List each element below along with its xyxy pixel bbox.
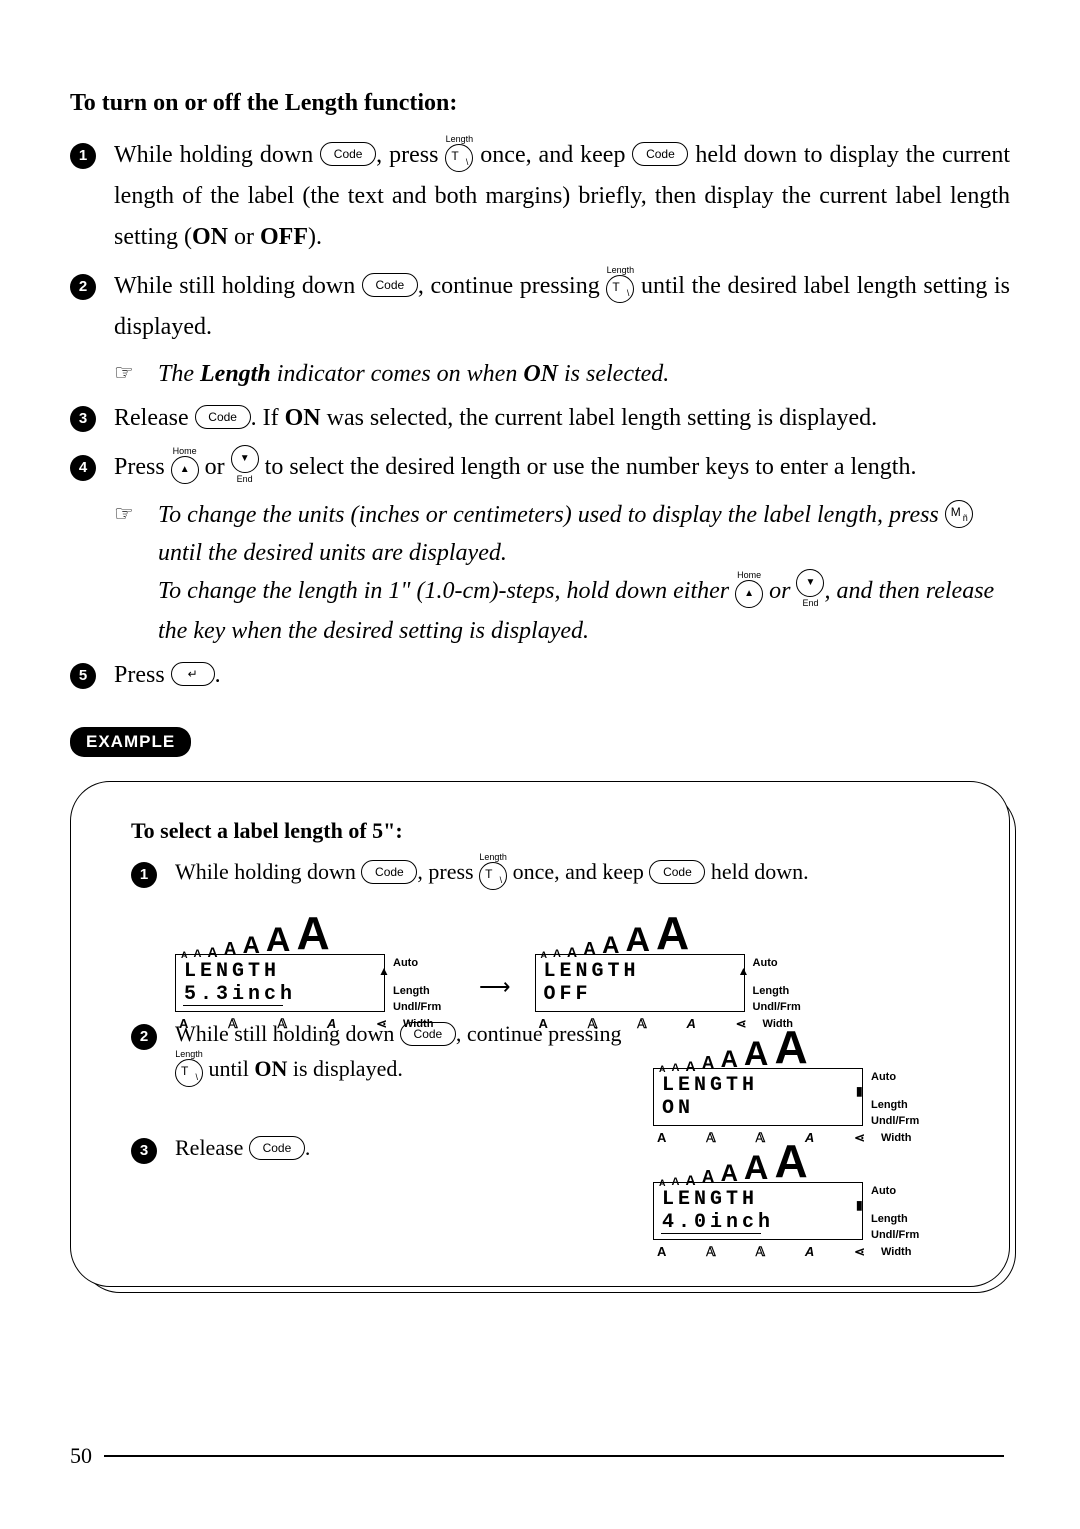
- step-bullet-3: 3: [70, 406, 96, 432]
- m-key: Mñ: [945, 500, 973, 528]
- lcd-display-3: AAAAAAAAutoLengthUndl/Frm▮LENGTHONA𝔸𝔸A⋖W…: [653, 1024, 933, 1126]
- code-key-4: Code: [195, 405, 251, 429]
- example-frame: To select a label length of 5": 1 While …: [70, 781, 1010, 1286]
- t-key: LengthT\: [445, 135, 473, 174]
- step-4-text: Press Home▲ or ▼End to select the desire…: [114, 447, 1010, 488]
- ex-step-1: While holding down Code, press LengthT\ …: [175, 854, 973, 893]
- step-bullet-4: 4: [70, 455, 96, 481]
- down-key: ▼End: [231, 447, 259, 486]
- page-footer: 50: [70, 1443, 1004, 1469]
- footer-rule: [104, 1455, 1004, 1457]
- lcd-display-4: AAAAAAAAutoLengthUndl/Frm▮LENGTH4.0inchA…: [653, 1138, 933, 1240]
- up-key: Home▲: [171, 447, 199, 486]
- example-tag: EXAMPLE: [70, 727, 191, 757]
- note-1: ☞ The Length indicator comes on when ON …: [114, 355, 1010, 393]
- code-key-3: Code: [362, 273, 418, 297]
- note-2: ☞ To change the units (inches or centime…: [114, 496, 1010, 651]
- main-steps-list-3: 5 Press ↵.: [70, 655, 1010, 696]
- step-3-text: Release Code. If ON was selected, the cu…: [114, 398, 1010, 439]
- step-bullet-5: 5: [70, 663, 96, 689]
- step-1-text: While holding down Code, press LengthT\ …: [114, 135, 1010, 258]
- example-steps: 1 While holding down Code, press LengthT…: [131, 854, 973, 893]
- ex-bullet-1: 1: [131, 862, 157, 888]
- ex-bullet-2: 2: [131, 1024, 157, 1050]
- transition-arrow-icon: ⟶: [479, 974, 511, 1000]
- step-2-text: While still holding down Code, continue …: [114, 266, 1010, 348]
- lcd-display-1: AAAAAAAAutoLengthUndl/Frm▲LENGTH5.3inchA…: [175, 910, 455, 1012]
- note-icon-2: ☞: [114, 496, 158, 651]
- down-key-2: ▼End: [796, 571, 824, 610]
- note-icon: ☞: [114, 355, 158, 393]
- lcd-pair-1: AAAAAAAAutoLengthUndl/Frm▲LENGTH5.3inchA…: [175, 902, 973, 1016]
- lcd-display-2: AAAAAAAAutoLengthUndl/Frm▲LENGTHOFFA𝔸𝔸A⋖…: [535, 910, 815, 1012]
- code-key: Code: [320, 142, 376, 166]
- enter-key: ↵: [171, 662, 215, 686]
- step-5-text: Press ↵.: [114, 655, 1010, 696]
- main-steps-list: 1 While holding down Code, press LengthT…: [70, 135, 1010, 347]
- example-steps-3: 3 Release Code.: [131, 1130, 653, 1173]
- step-bullet-2: 2: [70, 274, 96, 300]
- ex-step-3: Release Code.: [175, 1130, 653, 1165]
- page-number: 50: [70, 1443, 92, 1469]
- up-key-2: Home▲: [735, 571, 763, 610]
- t-key-2: LengthT\: [606, 266, 634, 305]
- main-steps-list-2: 3 Release Code. If ON was selected, the …: [70, 398, 1010, 488]
- ex-bullet-3: 3: [131, 1138, 157, 1164]
- section-heading: To turn on or off the Length function:: [70, 90, 1010, 117]
- code-key-2: Code: [632, 142, 688, 166]
- step-bullet-1: 1: [70, 143, 96, 169]
- example-heading: To select a label length of 5":: [131, 818, 973, 844]
